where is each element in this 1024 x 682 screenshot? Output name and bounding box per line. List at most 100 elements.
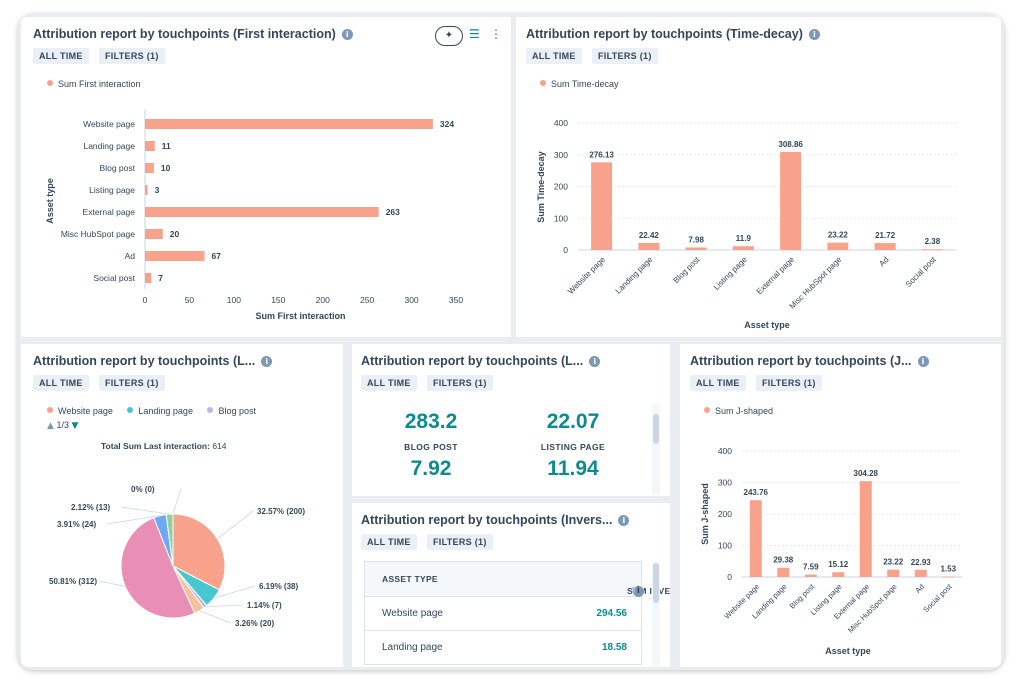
y-tick-label: 200 [718, 509, 732, 519]
data-label: 276.13 [589, 150, 614, 159]
scrollbar[interactable] [652, 561, 660, 667]
legend-item-blog-post[interactable]: Blog post [207, 406, 256, 416]
report-card-j-shaped[interactable]: Attribution report by touchpoints (J... i… [680, 344, 1001, 667]
category-label-social-post: Social post [93, 273, 135, 283]
pie-slice-label: 50.81% (312) [49, 577, 97, 586]
bar-blog-post [685, 247, 707, 250]
y-axis-title: Asset type [45, 178, 55, 224]
card-title: Attribution report by touchpoints (Inver… [361, 513, 630, 527]
y-tick-label: 400 [554, 118, 568, 128]
info-icon[interactable]: i [261, 356, 273, 367]
all-time-tag[interactable]: ALL TIME [690, 375, 746, 391]
filters-tag[interactable]: FILTERS (1) [427, 375, 493, 391]
kpi-label: BLOG POST [404, 442, 458, 452]
bar-external-page [780, 151, 802, 250]
table-row[interactable]: Landing page 18.58 [364, 631, 642, 665]
bar-ad [145, 251, 205, 261]
pie-leader-line [199, 610, 232, 624]
card-title: Attribution report by touchpoints (Time-… [526, 27, 820, 41]
report-card-first-interaction[interactable]: Attribution report by touchpoints (First… [21, 17, 511, 337]
bar-website-page [145, 119, 433, 129]
info-icon[interactable]: i [618, 515, 630, 526]
filters-tag[interactable]: FILTERS (1) [99, 375, 165, 391]
bar-blog-post [145, 163, 154, 173]
pie-slice [120, 517, 196, 619]
y-axis-title: Sum J-shaped [700, 483, 710, 545]
pie-legend: Website page Landing page Blog post [47, 406, 268, 416]
category-label-website-page: Website page [566, 255, 607, 296]
pie-slice-label: 1.14% (7) [247, 601, 282, 610]
bar-website-page [591, 162, 613, 250]
bar-blog-post [804, 574, 817, 577]
report-card-time-decay[interactable]: Attribution report by touchpoints (Time-… [516, 17, 1001, 337]
scrollbar-thumb[interactable] [653, 563, 659, 603]
pie-leader-line [172, 488, 182, 515]
all-time-tag[interactable]: ALL TIME [33, 375, 89, 391]
category-label-social-post: Social post [904, 255, 939, 290]
scrollbar-thumb[interactable] [653, 414, 659, 444]
data-label: 21.72 [875, 231, 896, 240]
x-tick-label: 250 [360, 295, 374, 305]
data-label: 243.76 [744, 488, 769, 497]
bar-misc-hubspot-page [887, 569, 900, 577]
pie-total: Total Sum Last interaction: 614 [101, 441, 227, 451]
all-time-tag[interactable]: ALL TIME [361, 375, 417, 391]
all-time-tag[interactable]: ALL TIME [33, 48, 89, 64]
pie-slice [165, 513, 174, 567]
pager-next-icon[interactable]: ▼ [71, 421, 79, 431]
bar-listing-page [732, 246, 754, 250]
kpi-value: 283.2 [404, 410, 458, 433]
category-label-social-post: Social post [921, 581, 954, 614]
bar-listing-page [832, 572, 845, 577]
bar-social-post [921, 249, 943, 251]
report-card-inverse-j-table[interactable]: Attribution report by touchpoints (Inver… [352, 503, 670, 667]
more-vertical-icon[interactable]: ⋮ [490, 27, 502, 41]
data-label: 10 [161, 163, 171, 173]
report-card-kpi[interactable]: Attribution report by touchpoints (L... i… [352, 344, 670, 496]
sort-icon[interactable]: ⇕ [630, 586, 638, 596]
category-label-misc-hubspot-page: Misc HubSpot page [61, 229, 135, 239]
info-icon[interactable]: i [808, 29, 820, 40]
pager-prev-icon[interactable]: ▲ [47, 421, 54, 431]
category-label-blog-post: Blog post [672, 255, 702, 285]
category-label-website-page: Website page [83, 119, 135, 129]
legend-pager: ▲ 1/3 ▼ [47, 420, 78, 431]
filters-tag[interactable]: FILTERS (1) [592, 48, 658, 64]
category-label-ad: Ad [877, 255, 890, 268]
info-icon[interactable]: i [633, 586, 644, 597]
column-header-asset-type[interactable]: ASSET TYPE [382, 574, 438, 584]
kpi-value: 22.07 [546, 410, 600, 433]
info-icon[interactable]: i [341, 29, 353, 40]
card-title: Attribution report by touchpoints (L... i [33, 354, 273, 368]
bar-landing-page [777, 567, 790, 577]
y-axis-title: Sum Time-decay [536, 151, 546, 222]
table-row[interactable]: Website page 294.56 [364, 597, 642, 631]
x-axis-title: Asset type [825, 646, 871, 656]
filters-tag[interactable]: FILTERS (1) [99, 48, 165, 64]
legend-item-website-page[interactable]: Website page [47, 406, 113, 416]
x-axis-title: Sum First interaction [255, 311, 345, 321]
info-icon[interactable]: i [589, 356, 601, 367]
filters-tag[interactable]: FILTERS (1) [427, 534, 493, 550]
y-tick-label: 100 [718, 541, 732, 551]
legend-item-landing-page[interactable]: Landing page [127, 406, 193, 416]
table-header: ASSET TYPE SUM INVERSE J-SHAPEDi⇕ [364, 561, 670, 597]
filter-sliders-icon[interactable]: ☰ [469, 27, 480, 41]
bar-social-post [942, 576, 955, 578]
bar-social-post [145, 273, 152, 283]
category-label-misc-hubspot-page: Misc HubSpot page [846, 582, 899, 635]
pie-slice-label: 6.19% (38) [259, 582, 298, 591]
x-tick-label: 100 [227, 295, 241, 305]
report-card-last-interaction-pie[interactable]: Attribution report by touchpoints (L... i… [21, 344, 343, 667]
all-time-tag[interactable]: ALL TIME [526, 48, 582, 64]
scrollbar[interactable] [652, 404, 660, 494]
sparkle-icon[interactable]: ✦ [435, 26, 463, 46]
kpi-value: 11.94 [547, 457, 599, 480]
all-time-tag[interactable]: ALL TIME [361, 534, 417, 550]
y-tick-label: 300 [718, 478, 732, 488]
bar-external-page [145, 207, 379, 217]
data-label: 23.22 [883, 558, 904, 567]
filters-tag[interactable]: FILTERS (1) [756, 375, 822, 391]
pie-leader-line [120, 506, 170, 515]
info-icon[interactable]: i [917, 356, 929, 367]
